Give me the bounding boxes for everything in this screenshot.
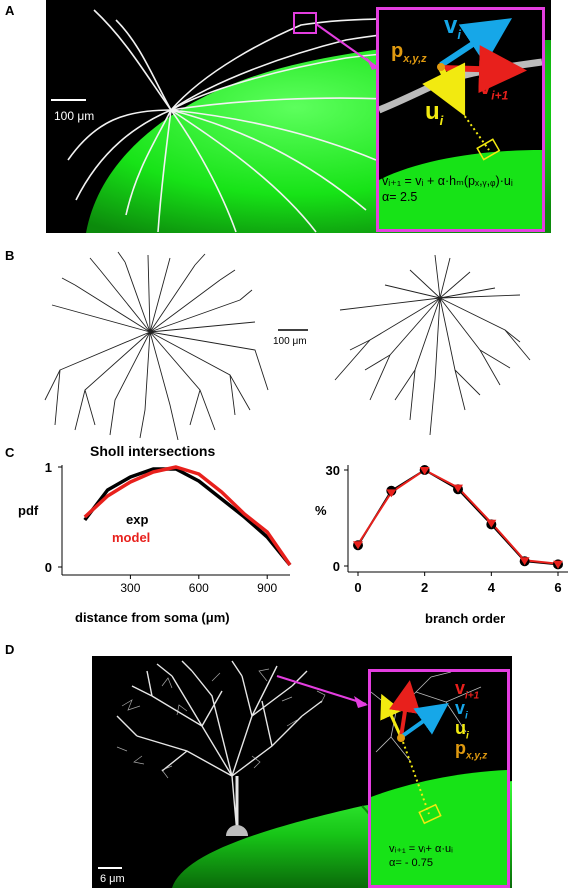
vi-arrow-d [399,703,449,739]
neuron-dendrites [67,9,527,233]
branch-point-model [353,541,363,550]
p-label-d: p [455,738,466,758]
ui-arrow-d [380,693,403,738]
inset-d-green [371,770,507,885]
x-tick-label: 4 [488,580,496,595]
branch-point-model [453,484,463,493]
alpha-a: α= 2.5 [382,190,418,204]
panel-label-d: D [5,642,15,657]
sholl-ylabel: pdf [18,503,39,518]
alpha-d: α= - 0.75 [389,857,433,869]
equation-a: vᵢ₊₁ = vᵢ + α·hₘ(pₓ,ᵧ,ᵩ)·uᵢ [382,174,513,188]
sholl-series-exp [83,467,292,567]
x-tick-label: 600 [189,581,209,595]
inset-a: vi px,y,z vi+1 ui vᵢ₊₁ = vᵢ + α·hₘ(pₓ,ᵧ,… [376,7,545,232]
branch-point-model [553,560,563,569]
x-tick-label: 0 [354,580,361,595]
branch-point-model [419,467,430,475]
legend-model: model [112,530,150,545]
equation-d: vᵢ₊₁ = vᵢ+ α·uᵢ [389,843,453,855]
panel-b-neurons: 100 μm [44,251,531,440]
scale-bar-a-label: 100 μm [54,109,94,123]
y-tick-label: 0 [333,559,340,574]
sholl-series-model [83,465,292,566]
sholl-title: Sholl intersections [90,443,216,459]
scale-bar-d-label: 6 μm [100,873,125,885]
y-tick-label: 1 [45,460,52,475]
p-point [437,63,445,71]
neuron-left [44,251,269,440]
vi1-arrow-d [389,680,421,738]
ui-label: u [425,98,440,125]
branch-point-model [486,519,497,528]
sholl-xlabel: distance from soma (μm) [75,610,230,625]
x-tick-label: 6 [554,580,561,595]
x-tick-label: 300 [120,581,140,595]
neuron-right [334,254,531,436]
zoom-box [293,12,317,34]
p-point-d [397,734,405,742]
p-label: p [391,40,404,62]
panel-label-a: A [5,3,15,18]
ui-label-d: u [455,718,466,738]
vi1-arrow [440,45,527,94]
panel-label-b: B [5,248,15,263]
vi-arrow [439,18,513,68]
purkinje-dendrites [116,660,323,835]
branch-point-model [386,489,397,498]
vi-label: v [444,12,458,39]
legend-exp: exp [126,512,148,527]
inset-d: vi+1 vi ui px,y,z vᵢ₊₁ = vᵢ+ α·uᵢ α= - 0… [368,669,510,888]
ui-arrow [422,62,466,117]
vi1-label-d: v [455,678,466,698]
soma [226,825,248,836]
x-tick-label: 2 [421,580,428,595]
y-tick-label: 0 [45,560,52,575]
branch-point-model [519,557,530,566]
x-tick-label: 900 [257,581,277,595]
branch-series-exp [357,468,559,566]
branch-xlabel: branch order [425,611,505,626]
zoom-connector-d [276,675,367,705]
y-tick-label: 30 [326,463,340,478]
vi-label-d: v [455,698,466,718]
vi1-label: v [479,74,492,99]
branch-order-chart: 0 2 4 6 0 30 % branch order [315,463,568,626]
branch-ylabel: % [315,503,327,518]
panel-label-c: C [5,445,15,460]
zoom-connector [315,23,379,69]
branch-series-model [357,468,559,565]
scale-bar-b-label: 100 μm [273,336,307,347]
inset-a-green [379,150,542,229]
